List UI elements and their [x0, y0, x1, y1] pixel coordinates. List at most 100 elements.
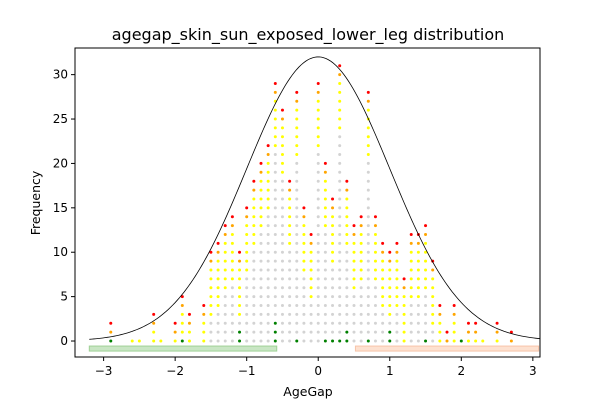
- data-point: [245, 277, 249, 281]
- data-point: [345, 206, 349, 210]
- range-band-0: [88, 345, 278, 352]
- data-point: [173, 330, 177, 334]
- data-point: [338, 144, 342, 148]
- data-point: [209, 250, 213, 254]
- data-point: [280, 312, 284, 316]
- data-point: [130, 339, 134, 343]
- range-band-1: [354, 345, 540, 352]
- data-point: [352, 268, 356, 272]
- data-point: [209, 286, 213, 290]
- data-point: [395, 259, 399, 263]
- data-point: [280, 135, 284, 139]
- data-point: [302, 241, 306, 245]
- data-point: [316, 117, 320, 121]
- data-point: [416, 321, 420, 325]
- data-point: [416, 330, 420, 334]
- data-point: [316, 90, 320, 94]
- data-point: [373, 312, 377, 316]
- data-point: [366, 90, 370, 94]
- data-point: [259, 268, 263, 272]
- data-point: [338, 259, 342, 263]
- data-point: [273, 259, 277, 263]
- data-point: [209, 339, 213, 343]
- data-point: [438, 321, 442, 325]
- data-point: [352, 224, 356, 228]
- data-point: [316, 268, 320, 272]
- data-point: [309, 295, 313, 299]
- data-point: [373, 268, 377, 272]
- data-point: [230, 286, 234, 290]
- data-point: [238, 259, 242, 263]
- data-point: [288, 304, 292, 307]
- data-point: [266, 224, 270, 228]
- data-point: [474, 321, 478, 325]
- data-point: [266, 339, 270, 343]
- data-point: [252, 330, 256, 334]
- data-point: [302, 277, 306, 281]
- data-point: [216, 312, 220, 316]
- data-point: [266, 241, 270, 245]
- data-point: [352, 241, 356, 245]
- data-point: [252, 250, 256, 254]
- data-point: [431, 330, 435, 334]
- data-point: [366, 224, 370, 228]
- data-point: [295, 197, 299, 201]
- data-point: [388, 286, 392, 290]
- data-point: [202, 304, 206, 307]
- data-point: [402, 286, 406, 290]
- data-point: [273, 295, 277, 299]
- data-point: [424, 339, 428, 343]
- data-point: [245, 232, 249, 236]
- data-point: [316, 312, 320, 316]
- data-point: [238, 295, 242, 299]
- data-point: [331, 339, 335, 343]
- data-point: [416, 277, 420, 281]
- data-point: [252, 197, 256, 201]
- data-point: [409, 232, 413, 236]
- data-point: [223, 339, 227, 343]
- data-point: [323, 206, 327, 210]
- data-point: [209, 268, 213, 272]
- data-point: [230, 241, 234, 245]
- data-point: [373, 295, 377, 299]
- data-point: [202, 339, 206, 343]
- data-point: [395, 277, 399, 281]
- data-point: [445, 339, 449, 343]
- data-point: [209, 295, 213, 299]
- data-point: [323, 295, 327, 299]
- x-tick-label: −2: [166, 364, 184, 378]
- data-point: [209, 330, 213, 334]
- data-point: [223, 268, 227, 272]
- data-point: [373, 241, 377, 245]
- data-point: [338, 99, 342, 103]
- data-point: [345, 286, 349, 290]
- data-point: [445, 330, 449, 334]
- data-point: [252, 295, 256, 299]
- data-point: [373, 250, 377, 254]
- data-point: [395, 304, 399, 307]
- data-point: [180, 321, 184, 325]
- data-point: [395, 286, 399, 290]
- data-point: [359, 304, 363, 307]
- data-point: [288, 241, 292, 245]
- data-point: [402, 330, 406, 334]
- data-point: [245, 259, 249, 263]
- data-point: [230, 224, 234, 228]
- data-point: [295, 90, 299, 94]
- data-point: [266, 295, 270, 299]
- data-point: [495, 321, 499, 325]
- data-point: [424, 277, 428, 281]
- data-point: [424, 330, 428, 334]
- data-point: [316, 250, 320, 254]
- data-point: [409, 277, 413, 281]
- data-point: [295, 99, 299, 103]
- data-point: [416, 295, 420, 299]
- data-point: [509, 330, 513, 334]
- data-point: [316, 224, 320, 228]
- data-point: [309, 268, 313, 272]
- data-point: [438, 304, 442, 307]
- data-point: [338, 304, 342, 307]
- data-point: [481, 339, 485, 343]
- data-point: [366, 295, 370, 299]
- data-point: [345, 215, 349, 219]
